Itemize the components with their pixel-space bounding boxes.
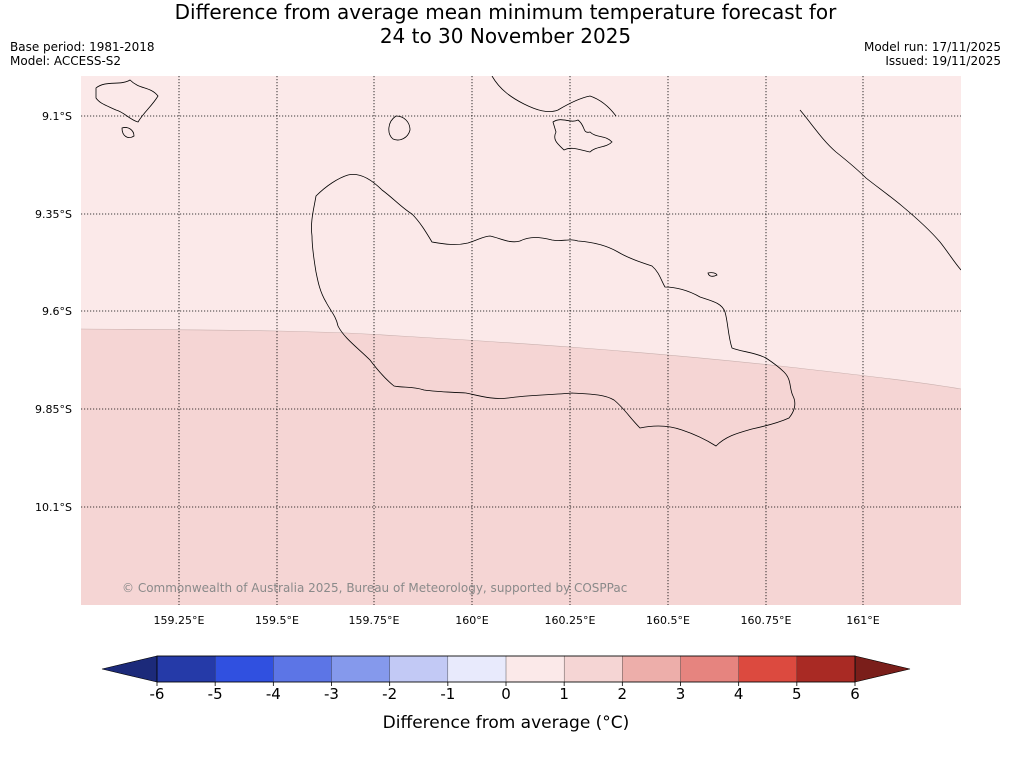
colorbar-tick-label: 4 xyxy=(734,685,744,703)
region-1-to-2 xyxy=(81,329,961,605)
colorbar-swatch xyxy=(214,655,275,683)
lon-label: 161°E xyxy=(846,614,879,627)
small-island-coast xyxy=(388,115,411,141)
colorbar-tick-label: 3 xyxy=(676,685,686,703)
meta-right: Model run: 17/11/2025 Issued: 19/11/2025 xyxy=(864,40,1001,68)
colorbar-tick-label: -2 xyxy=(382,685,397,703)
lon-label: 159.25°E xyxy=(154,614,205,627)
colorbar-tick-label: -5 xyxy=(208,685,223,703)
colorbar-swatches xyxy=(156,655,856,683)
graticule xyxy=(81,76,961,605)
region-boundary xyxy=(81,328,961,390)
colorbar-swatch xyxy=(796,655,856,683)
title-line-1: Difference from average mean minimum tem… xyxy=(174,0,837,24)
title-line-2: 24 to 30 November 2025 xyxy=(379,24,632,48)
ngella-islands-coast xyxy=(552,119,613,153)
colorbar-swatch xyxy=(505,655,565,683)
lon-label: 160.25°E xyxy=(545,614,596,627)
lat-label: 9.85°S xyxy=(35,403,72,416)
lon-label: 159.75°E xyxy=(349,614,400,627)
northwest-islands-coast xyxy=(95,79,159,123)
colorbar-tick-label: 5 xyxy=(792,685,802,703)
meta-left: Base period: 1981-2018 Model: ACCESS-S2 xyxy=(10,40,155,68)
model-run: Model run: 17/11/2025 xyxy=(863,40,1001,54)
colorbar-tick-label: 6 xyxy=(850,685,860,703)
colorbar-low-extend xyxy=(101,655,158,683)
colorbar-tick-label: -1 xyxy=(440,685,455,703)
colorbar-swatch xyxy=(389,655,449,683)
guadalcanal-coast xyxy=(311,173,796,447)
colorbar-tick-label: -6 xyxy=(150,685,165,703)
colorbar-title: Difference from average (°C) xyxy=(383,713,630,733)
colorbar-swatch xyxy=(738,655,798,683)
lat-label: 9.35°S xyxy=(35,208,72,221)
north-coast xyxy=(491,76,617,117)
malaita-coast xyxy=(799,109,961,271)
lon-label: 160.75°E xyxy=(741,614,792,627)
colorbar-swatch xyxy=(447,655,507,683)
lon-label: 160.5°E xyxy=(646,614,690,627)
colorbar-swatch xyxy=(156,655,216,683)
colorbar-swatch xyxy=(680,655,740,683)
lat-label: 9.1°S xyxy=(42,110,72,123)
colorbar-tick-label: -3 xyxy=(324,685,339,703)
lat-label: 10.1°S xyxy=(35,501,72,514)
base-period: Base period: 1981-2018 xyxy=(10,40,155,54)
lat-label: 9.6°S xyxy=(42,305,72,318)
lon-label: 160°E xyxy=(455,614,488,627)
chart-title: Difference from average mean minimum tem… xyxy=(0,0,1011,48)
lon-label: 159.5°E xyxy=(255,614,299,627)
colorbar-tick-label: 0 xyxy=(501,685,511,703)
colorbar-swatch xyxy=(273,655,333,683)
model-name: Model: ACCESS-S2 xyxy=(10,54,122,68)
longitude-labels: 159.25°E 159.5°E 159.75°E 160°E 160.25°E… xyxy=(154,614,880,627)
map-area: © Commonwealth of Australia 2025, Bureau… xyxy=(81,76,961,605)
colorbar-tick-label: 1 xyxy=(559,685,569,703)
tiny-islet-coast xyxy=(707,272,718,277)
colorbar-swatch xyxy=(622,655,682,683)
colorbar: -6 -5 -4 -3 -2 -1 0 1 2 3 4 5 6 Difference from aver… xyxy=(101,655,911,733)
colorbar-labels: -6 -5 -4 -3 -2 -1 0 1 2 3 4 5 6 xyxy=(150,682,860,703)
colorbar-tick-label: 2 xyxy=(618,685,628,703)
copyright-notice: © Commonwealth of Australia 2025, Bureau… xyxy=(122,581,627,595)
issued-date: Issued: 19/11/2025 xyxy=(885,54,1001,68)
colorbar-tick-label: -4 xyxy=(266,685,281,703)
colorbar-swatch xyxy=(563,655,624,683)
colorbar-high-extend xyxy=(854,655,911,683)
northwest-islet-coast xyxy=(121,127,135,138)
colorbar-swatch xyxy=(331,655,391,683)
coastlines xyxy=(95,76,961,447)
latitude-labels: 9.1°S 9.35°S 9.6°S 9.85°S 10.1°S xyxy=(35,110,72,514)
